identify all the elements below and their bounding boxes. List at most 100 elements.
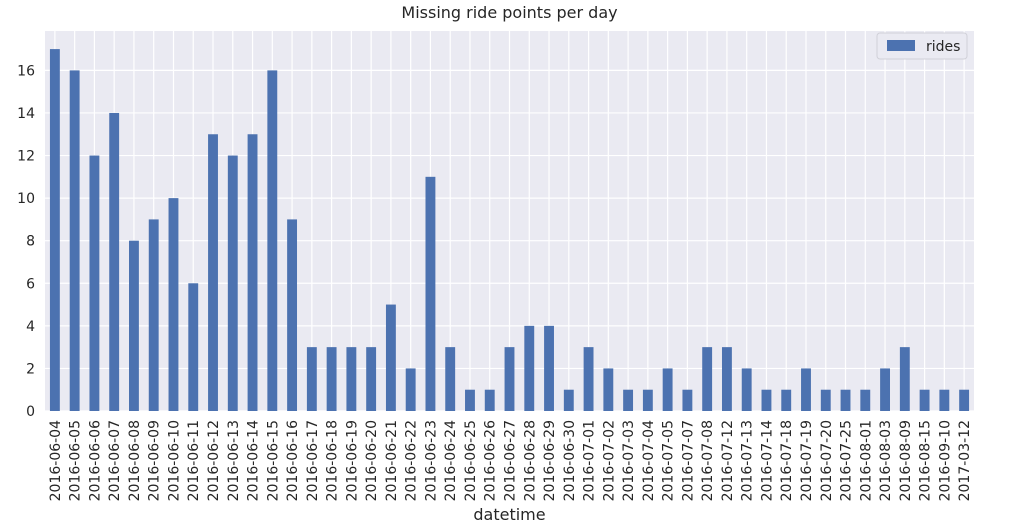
bar — [208, 134, 218, 411]
x-tick-label: 2016-07-02 — [601, 420, 617, 501]
x-tick-label: 2016-06-26 — [483, 420, 499, 501]
bar — [860, 389, 871, 411]
x-tick-label: 2016-06-10 — [166, 420, 182, 501]
y-tick-label: 12 — [17, 149, 35, 165]
bar — [919, 389, 930, 411]
x-tick-label: 2016-06-22 — [404, 420, 420, 501]
bar — [840, 389, 851, 411]
x-tick-label: 2016-06-16 — [285, 420, 301, 501]
x-tick-label: 2016-07-13 — [740, 420, 756, 501]
legend-box — [876, 32, 968, 60]
x-tick-label: 2017-03-12 — [957, 420, 973, 501]
bar — [524, 325, 535, 411]
bar — [721, 347, 732, 411]
bar — [465, 389, 475, 411]
chart-title: Missing ride points per day — [401, 3, 617, 22]
x-tick-label: 2016-06-18 — [325, 420, 341, 501]
x-tick-label: 2016-06-08 — [127, 420, 143, 501]
x-tick-label: 2016-06-11 — [186, 420, 202, 501]
bar — [820, 389, 831, 411]
bar — [385, 304, 396, 411]
bar — [247, 134, 258, 411]
x-tick-label: 2016-06-24 — [443, 420, 459, 501]
y-tick-label: 16 — [17, 63, 35, 79]
x-tick-label: 2016-07-12 — [720, 420, 736, 501]
bars — [49, 49, 970, 411]
x-tick-label: 2016-07-03 — [621, 420, 637, 501]
bar — [623, 389, 634, 411]
bar — [781, 389, 792, 411]
x-tick-label: 2016-06-19 — [344, 420, 360, 501]
x-tick-label: 2016-07-25 — [839, 420, 855, 501]
x-tick-label: 2016-07-08 — [700, 420, 716, 501]
bar — [899, 347, 910, 411]
bar — [702, 347, 713, 411]
x-tick-label: 2016-08-01 — [858, 420, 874, 501]
legend-label: rides — [926, 39, 960, 55]
bar — [227, 155, 238, 411]
y-tick-label: 2 — [26, 361, 35, 377]
x-tick-label: 2016-06-23 — [423, 420, 439, 501]
y-tick-label: 10 — [17, 191, 35, 207]
bar — [939, 389, 950, 411]
x-tick-label: 2016-07-20 — [819, 420, 835, 501]
x-tick-label: 2016-06-20 — [364, 420, 380, 501]
bar — [880, 368, 890, 411]
bar — [366, 347, 377, 411]
x-tick-label: 2016-08-03 — [878, 420, 894, 501]
x-tick-label: 2016-06-07 — [107, 420, 123, 501]
bar — [89, 155, 100, 411]
y-tick-label: 0 — [26, 404, 35, 420]
bar — [662, 368, 673, 411]
bar — [405, 368, 416, 411]
bar — [544, 325, 554, 411]
bar — [741, 368, 752, 411]
x-tick-label: 2016-06-04 — [48, 420, 64, 501]
x-tick-label: 2016-07-04 — [641, 420, 657, 501]
bar — [306, 347, 317, 411]
bar — [129, 240, 139, 411]
x-tick-label: 2016-06-30 — [562, 420, 578, 501]
x-tick-label: 2016-06-15 — [265, 420, 281, 501]
x-tick-label: 2016-07-07 — [680, 420, 696, 501]
bar — [49, 49, 60, 411]
x-tick-label: 2016-06-21 — [384, 420, 400, 501]
x-tick-label: 2016-06-28 — [522, 420, 538, 501]
x-tick-label: 2016-07-05 — [661, 420, 677, 501]
bar — [801, 368, 811, 411]
bar — [959, 389, 970, 411]
x-tick-label: 2016-06-05 — [68, 420, 84, 501]
y-tick-label: 6 — [26, 276, 35, 292]
bar — [267, 70, 278, 411]
x-tick-label: 2016-06-13 — [226, 420, 242, 501]
x-tick-label: 2016-07-01 — [582, 420, 598, 501]
legend: rides — [876, 32, 968, 60]
x-tick-label: 2016-06-25 — [463, 420, 479, 501]
bar — [642, 389, 653, 411]
x-tick-label: 2016-08-15 — [918, 420, 934, 501]
y-tick-label: 4 — [26, 319, 35, 335]
y-tick-label: 14 — [17, 106, 35, 122]
bar — [563, 389, 574, 411]
bar — [148, 219, 159, 411]
x-tick-label: 2016-06-17 — [305, 420, 321, 501]
y-tick-label: 8 — [26, 234, 35, 250]
bar — [168, 198, 179, 411]
y-axis-ticks: 0 2 4 6 8 10 12 14 16 — [17, 63, 35, 420]
bar — [326, 347, 337, 411]
legend-swatch — [887, 40, 915, 51]
x-tick-label: 2016-07-18 — [779, 420, 795, 501]
bar — [346, 347, 357, 411]
bar — [484, 389, 495, 411]
bar — [504, 347, 515, 411]
x-tick-label: 2016-06-27 — [503, 420, 519, 501]
bar — [603, 368, 614, 411]
bar — [761, 389, 772, 411]
x-tick-label: 2016-07-14 — [759, 420, 775, 501]
bar — [69, 70, 80, 411]
bar — [445, 347, 456, 411]
x-tick-label: 2016-06-14 — [246, 420, 262, 501]
x-tick-label: 2016-09-10 — [937, 420, 953, 501]
